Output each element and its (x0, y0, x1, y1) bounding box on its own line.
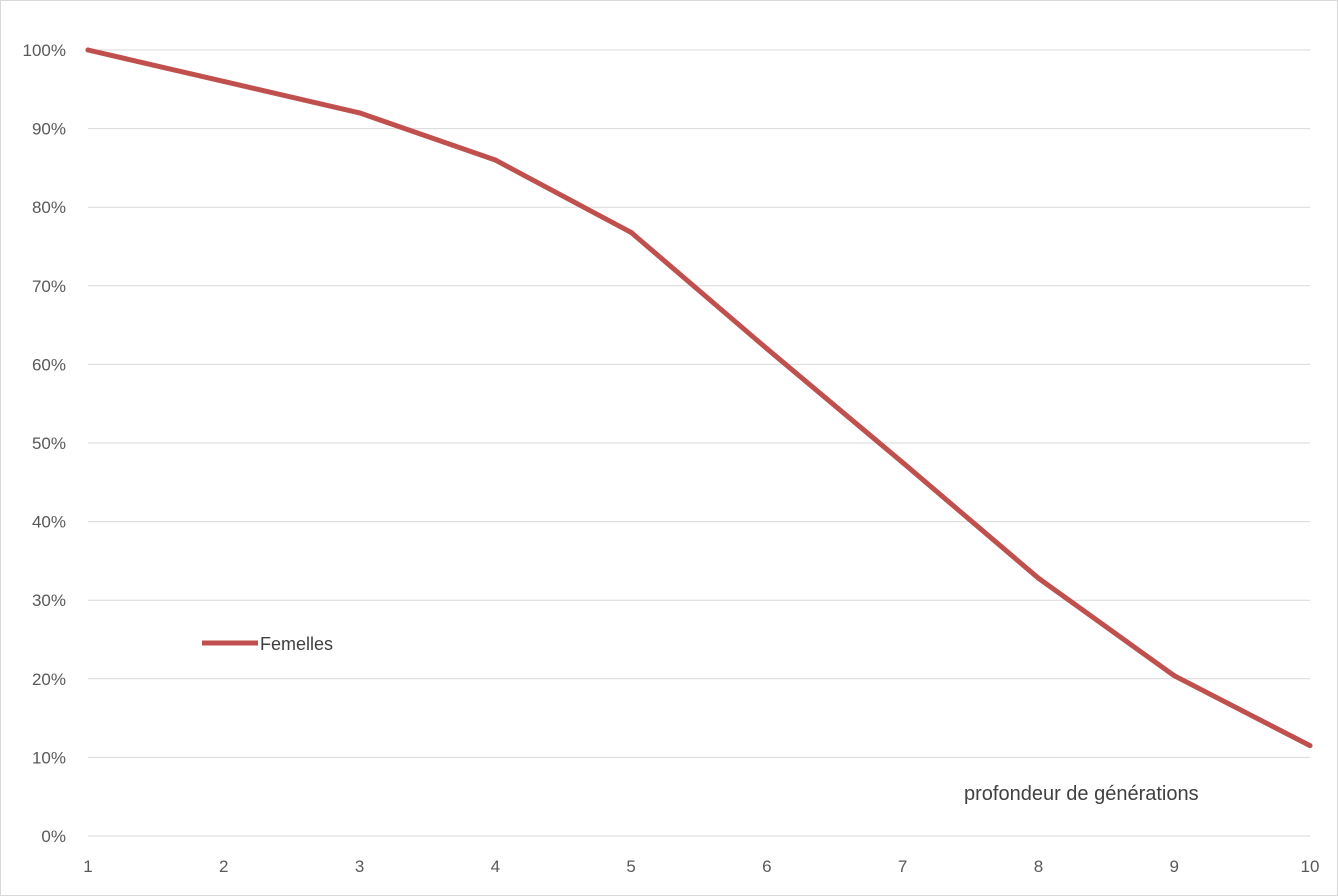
y-tick-label: 70% (32, 277, 66, 296)
data-point (492, 157, 498, 163)
y-tick-label: 100% (23, 41, 66, 60)
y-tick-label: 20% (32, 670, 66, 689)
x-tick-label: 6 (762, 857, 771, 876)
data-point (221, 78, 227, 84)
x-tick-label: 9 (1169, 857, 1178, 876)
y-tick-label: 40% (32, 513, 66, 532)
data-point (357, 110, 363, 116)
data-point (1035, 575, 1041, 581)
x-tick-label: 4 (491, 857, 500, 876)
x-tick-label: 10 (1301, 857, 1320, 876)
y-tick-label: 60% (32, 355, 66, 374)
x-axis-annotation: profondeur de générations (964, 783, 1199, 805)
data-point (1307, 743, 1313, 749)
series-line-femelles (85, 47, 1313, 749)
x-tick-label: 1 (83, 857, 92, 876)
y-tick-label: 50% (32, 434, 66, 453)
data-point (900, 460, 906, 466)
data-point (85, 47, 91, 53)
legend-label-femelles: Femelles (260, 634, 333, 654)
y-axis-ticks: 0% 10% 20% 30% 40% 50% 60% 70% 80% 90% 100% (23, 41, 66, 846)
y-tick-label: 30% (32, 591, 66, 610)
x-tick-label: 8 (1034, 857, 1043, 876)
y-tick-label: 10% (32, 748, 66, 767)
x-tick-label: 3 (355, 857, 364, 876)
data-point (628, 229, 634, 235)
x-tick-label: 2 (219, 857, 228, 876)
gridlines (88, 49, 1310, 837)
legend: Femelles (202, 634, 333, 654)
series-layer (85, 47, 1313, 749)
y-tick-label: 80% (32, 198, 66, 217)
x-axis-ticks: 1 2 3 4 5 6 7 8 9 10 (83, 857, 1319, 876)
y-tick-label: 90% (32, 120, 66, 139)
x-tick-label: 5 (626, 857, 635, 876)
y-tick-label: 0% (41, 827, 66, 846)
data-point (764, 346, 770, 352)
x-tick-label: 7 (898, 857, 907, 876)
data-point (1171, 673, 1177, 679)
